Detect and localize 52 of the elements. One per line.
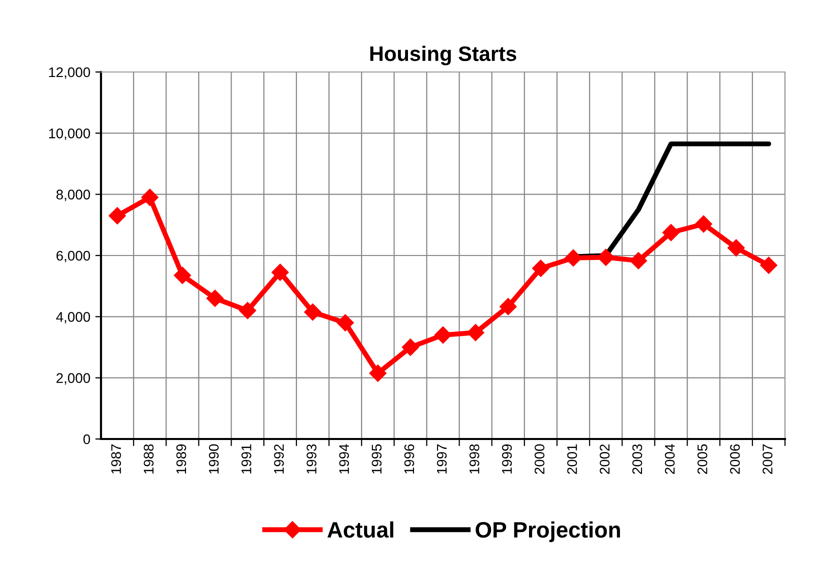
y-tick-label: 6,000 <box>56 250 90 262</box>
legend-label: Actual <box>327 521 394 538</box>
point <box>500 298 517 316</box>
x-tick-label: 2004 <box>664 444 675 474</box>
point <box>402 338 419 356</box>
point <box>108 207 126 224</box>
point <box>695 215 712 233</box>
x-tick-label: 2003 <box>632 444 642 474</box>
point <box>630 252 647 270</box>
x-tick-label: 1993 <box>306 444 316 474</box>
x-tick-label: 1994 <box>339 444 350 474</box>
point <box>597 248 614 266</box>
point <box>532 260 550 277</box>
point <box>467 324 484 342</box>
point <box>369 364 386 382</box>
x-tick-label: 1989 <box>176 444 186 474</box>
x-tick-label: 1991 <box>241 444 252 474</box>
x-tick-label: 2006 <box>730 444 740 474</box>
x-tick-label: 1990 <box>208 444 219 474</box>
legend-label: OP Projection <box>476 521 620 542</box>
point <box>239 302 256 320</box>
point <box>141 188 158 206</box>
point <box>206 290 224 307</box>
x-tick-label: 2005 <box>697 444 708 474</box>
x-tick-label: 2000 <box>534 444 544 474</box>
y-tick-label: 10,000 <box>49 128 90 140</box>
y-tick-label: 0 <box>83 434 90 444</box>
x-tick-label: 2001 <box>567 444 578 474</box>
point <box>304 304 322 321</box>
chart-title: Housing Starts <box>370 46 516 66</box>
x-tick-label: 1999 <box>502 444 512 474</box>
y-tick-label: 2,000 <box>56 373 90 385</box>
point <box>760 256 778 274</box>
point <box>662 224 680 242</box>
y-tick-label: 4,000 <box>56 312 90 324</box>
x-tick-label: 1997 <box>436 444 447 474</box>
x-tick-label: 1996 <box>404 444 414 474</box>
x-tick-label: 2007 <box>762 444 772 474</box>
x-tick-label: 1998 <box>469 444 480 474</box>
y-tick-label: 8,000 <box>56 190 90 202</box>
x-tick-label: 2002 <box>600 444 610 474</box>
point <box>728 239 745 256</box>
x-tick-label: 1995 <box>372 444 382 474</box>
y-tick-label: 12,000 <box>49 67 90 79</box>
point <box>564 249 582 266</box>
x-tick-label: 1992 <box>274 444 284 474</box>
x-tick-label: 1987 <box>111 444 122 474</box>
point <box>434 326 452 344</box>
point <box>272 264 289 281</box>
x-tick-label: 1988 <box>144 444 154 474</box>
point <box>174 266 191 284</box>
point <box>336 314 354 332</box>
